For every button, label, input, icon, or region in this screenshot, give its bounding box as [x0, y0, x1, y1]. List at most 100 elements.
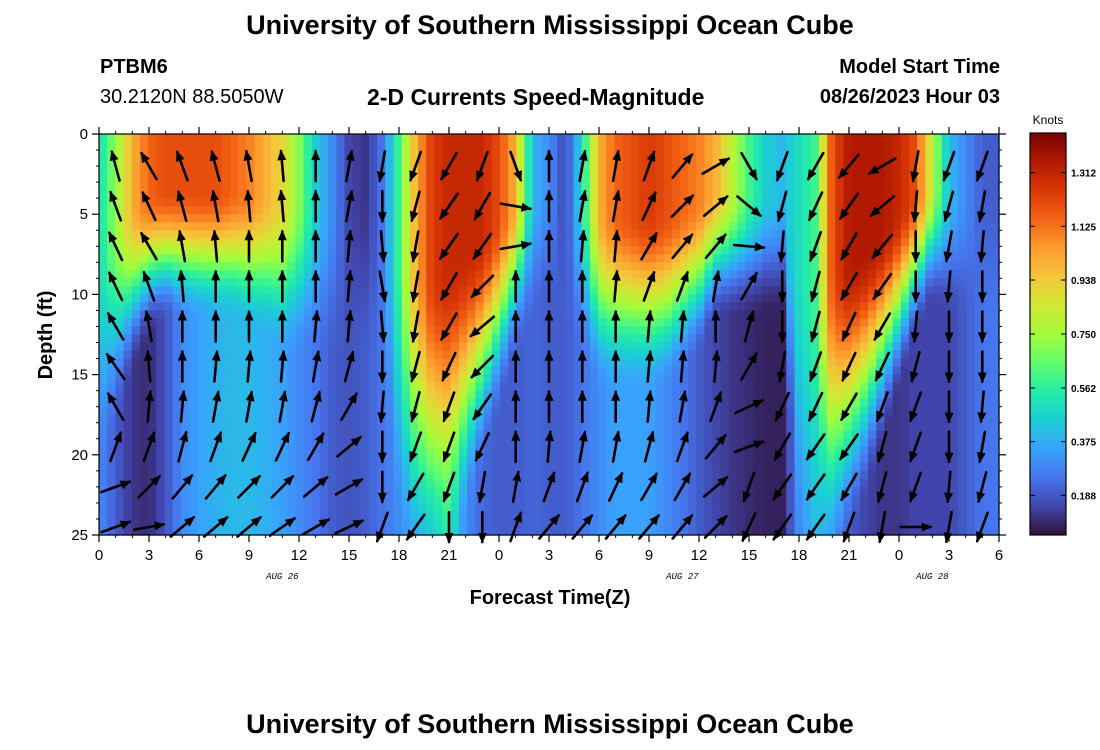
heatmap-cell	[696, 470, 706, 480]
heatmap-cell	[884, 166, 894, 175]
heatmap-cell	[614, 206, 624, 215]
heatmap-cell	[819, 478, 828, 488]
heatmap-cell	[180, 374, 190, 384]
heatmap-cell	[254, 446, 264, 456]
heatmap-cell	[876, 470, 886, 480]
heatmap-cell	[778, 462, 787, 472]
heatmap-cell	[516, 358, 526, 368]
heatmap-cell	[409, 374, 419, 384]
heatmap-cell	[197, 430, 206, 440]
heatmap-cell	[565, 446, 575, 456]
heatmap-cell	[639, 166, 648, 175]
heatmap-cell	[115, 206, 125, 215]
heatmap-cell	[450, 478, 460, 488]
heatmap-cell	[352, 342, 362, 352]
heatmap-cell	[139, 294, 149, 304]
heatmap-cell	[197, 198, 206, 207]
heatmap-cell	[295, 134, 305, 143]
heatmap-cell	[810, 254, 820, 263]
heatmap-cell	[516, 526, 526, 536]
heatmap-cell	[180, 222, 190, 231]
heatmap-cell	[148, 422, 157, 432]
heatmap-cell	[360, 166, 370, 175]
heatmap-cell	[737, 446, 746, 456]
heatmap-cell	[189, 278, 198, 287]
heatmap-cell	[262, 374, 272, 384]
heatmap-cell	[859, 246, 869, 255]
heatmap-cell	[679, 318, 689, 328]
heatmap-cell	[442, 270, 452, 279]
heatmap-cell	[769, 470, 779, 480]
heatmap-cell	[360, 150, 370, 159]
heatmap-cell	[778, 262, 787, 271]
heatmap-cell	[786, 390, 796, 400]
heatmap-cell	[859, 158, 869, 167]
heatmap-cell	[532, 286, 542, 295]
heatmap-cell	[467, 302, 476, 312]
heatmap-cell	[892, 222, 902, 231]
heatmap-cell	[491, 278, 501, 287]
heatmap-cell	[499, 142, 509, 151]
heatmap-cell	[328, 422, 337, 432]
heatmap-cell	[876, 222, 886, 231]
heatmap-cell	[720, 134, 730, 143]
heatmap-cell	[516, 302, 526, 312]
heatmap-cell	[729, 246, 738, 255]
heatmap-cell	[532, 230, 542, 239]
heatmap-cell	[213, 406, 223, 416]
heatmap-cell	[434, 486, 444, 496]
heatmap-cell	[426, 166, 436, 175]
heatmap-cell	[426, 310, 436, 320]
heatmap-cell	[606, 190, 616, 199]
heatmap-cell	[679, 334, 689, 344]
heatmap-cell	[851, 510, 861, 520]
heatmap-cell	[336, 310, 346, 320]
heatmap-cell	[369, 366, 378, 376]
heatmap-cell	[197, 134, 206, 143]
heatmap-cell	[778, 166, 787, 175]
heatmap-cell	[328, 438, 337, 448]
heatmap-cell	[606, 502, 616, 512]
heatmap-cell	[385, 254, 395, 263]
heatmap-cell	[516, 198, 526, 207]
heatmap-cell	[532, 246, 542, 255]
heatmap-cell	[794, 406, 804, 416]
heatmap-cell	[189, 358, 198, 368]
heatmap-cell	[434, 350, 444, 360]
heatmap-cell	[737, 246, 746, 255]
heatmap-cell	[859, 454, 869, 464]
heatmap-cell	[508, 422, 517, 432]
heatmap-cell	[385, 430, 395, 440]
heatmap-cell	[336, 238, 346, 247]
heatmap-cell	[172, 502, 182, 512]
heatmap-cell	[131, 478, 141, 488]
heatmap-cell	[180, 246, 190, 255]
heatmap-cell	[467, 238, 476, 247]
heatmap-cell	[549, 430, 558, 440]
heatmap-cell	[827, 470, 836, 480]
heatmap-cell	[459, 134, 468, 143]
heatmap-cell	[180, 158, 190, 167]
heatmap-cell	[352, 486, 362, 496]
heatmap-cell	[614, 318, 624, 328]
heatmap-cell	[663, 462, 673, 472]
heatmap-cell	[516, 286, 526, 295]
heatmap-cell	[328, 510, 337, 520]
heatmap-cell	[884, 510, 894, 520]
heatmap-cell	[475, 182, 485, 191]
heatmap-cell	[393, 454, 403, 464]
heatmap-cell	[859, 294, 869, 304]
heatmap-cell	[205, 502, 215, 512]
heatmap-cell	[835, 150, 845, 159]
heatmap-cell	[418, 350, 427, 360]
heatmap-cell	[900, 318, 910, 328]
heatmap-cell	[499, 174, 509, 183]
heatmap-cell	[508, 238, 517, 247]
heatmap-cell	[524, 478, 534, 488]
heatmap-cell	[508, 198, 517, 207]
heatmap-cell	[516, 430, 526, 440]
heatmap-cell	[859, 206, 869, 215]
heatmap-cell	[868, 518, 877, 528]
heatmap-cell	[303, 318, 313, 328]
heatmap-cell	[581, 134, 591, 143]
